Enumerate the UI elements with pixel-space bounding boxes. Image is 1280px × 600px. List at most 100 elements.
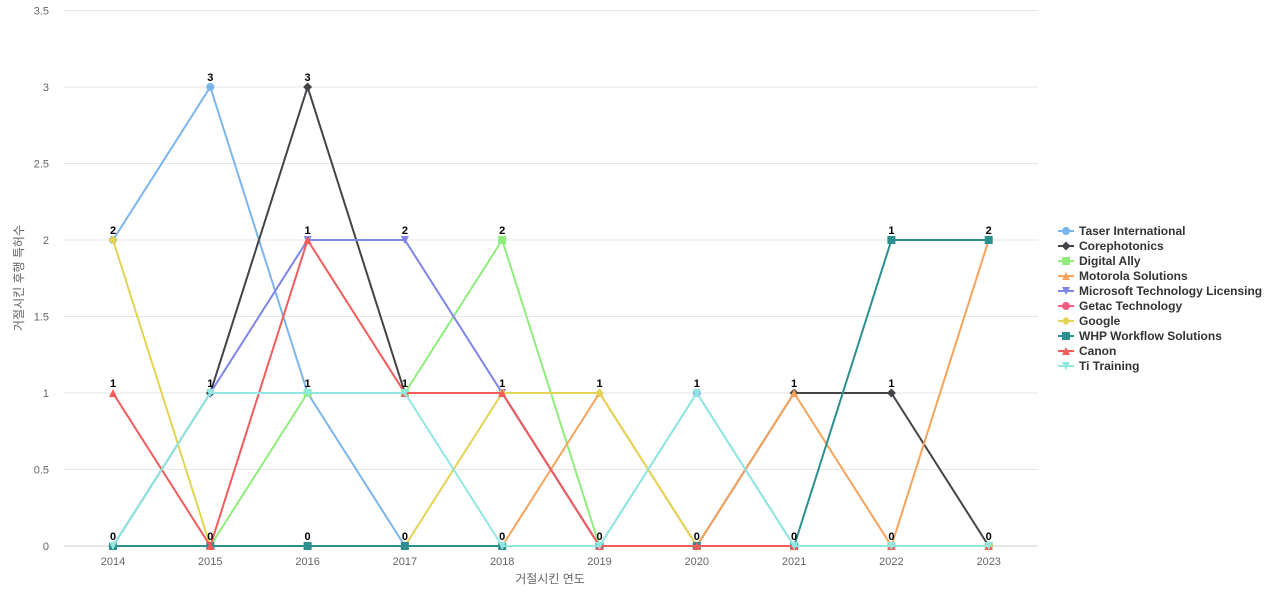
data-point xyxy=(595,388,604,398)
y-tick-label: 0.5 xyxy=(34,465,49,477)
x-tick-label: 2020 xyxy=(685,556,709,568)
legend-item[interactable]: Corephotonics xyxy=(1058,239,1164,253)
legend-label: Google xyxy=(1079,314,1121,328)
data-point xyxy=(206,83,215,91)
legend-label: Motorola Solutions xyxy=(1079,269,1188,283)
legend-item[interactable]: Google xyxy=(1058,314,1121,328)
data-label: 1 xyxy=(402,378,408,390)
series-ti-training xyxy=(109,389,993,550)
data-point xyxy=(109,542,117,550)
y-tick-label: 2 xyxy=(43,235,49,247)
legend-item[interactable]: Microsoft Technology Licensing xyxy=(1058,284,1262,298)
data-point xyxy=(887,542,896,550)
data-point xyxy=(108,235,118,245)
legend-item[interactable]: Canon xyxy=(1058,344,1116,358)
y-tick-label: 0 xyxy=(43,541,49,553)
data-label: 0 xyxy=(694,531,700,543)
legend-item[interactable]: WHP Workflow Solutions xyxy=(1058,329,1222,343)
x-axis-ticks: 2014 2015 2016 2017 2018 2019 2020 2021 2022 2023 xyxy=(101,556,1001,568)
series-line xyxy=(112,392,989,547)
data-point xyxy=(303,542,312,550)
data-label: 1 xyxy=(791,378,797,390)
data-label: 0 xyxy=(791,531,797,543)
legend-item[interactable]: Motorola Solutions xyxy=(1058,269,1188,283)
data-point xyxy=(790,542,799,550)
data-label: 1 xyxy=(207,378,213,390)
data-point xyxy=(109,389,117,397)
data-point xyxy=(303,389,312,397)
legend-item[interactable]: Getac Technology xyxy=(1058,299,1182,313)
legend-marker-icon xyxy=(1062,227,1070,235)
data-label: 0 xyxy=(305,531,311,543)
legend-label: Getac Technology xyxy=(1079,299,1182,313)
x-tick-label: 2017 xyxy=(393,556,417,568)
legend-item[interactable]: Ti Training xyxy=(1058,359,1139,373)
legend-marker-icon xyxy=(1061,241,1071,251)
data-point xyxy=(595,542,604,550)
legend-label: Ti Training xyxy=(1079,359,1139,373)
legend-label: Corephotonics xyxy=(1079,239,1164,253)
data-label: 0 xyxy=(207,531,213,543)
data-point xyxy=(692,389,701,397)
legend-marker-icon xyxy=(1062,362,1070,370)
data-label: 1 xyxy=(499,378,505,390)
data-point xyxy=(206,389,215,397)
legend-marker-icon xyxy=(1061,316,1071,326)
legend-marker-icon xyxy=(1062,332,1070,340)
data-label: 3 xyxy=(207,72,213,84)
x-tick-label: 2015 xyxy=(198,556,222,568)
data-point xyxy=(886,388,896,398)
data-label: 1 xyxy=(110,378,116,390)
y-axis-title: 거절시킨 후행 특허수 xyxy=(11,225,26,331)
data-point xyxy=(984,236,993,244)
data-label: 2 xyxy=(402,225,408,237)
data-label: 0 xyxy=(888,531,894,543)
y-tick-label: 3.5 xyxy=(34,6,49,18)
data-point xyxy=(790,389,799,397)
x-tick-label: 2018 xyxy=(490,556,514,568)
data-label: 2 xyxy=(986,225,992,237)
data-label: 1 xyxy=(305,378,311,390)
series-lines xyxy=(108,82,994,551)
legend-marker-icon xyxy=(1062,287,1070,295)
legend-label: Taser International xyxy=(1079,224,1185,238)
data-point xyxy=(400,236,409,244)
data-point xyxy=(400,389,409,397)
legend-label: WHP Workflow Solutions xyxy=(1079,329,1222,343)
data-point xyxy=(206,542,215,550)
data-label: 0 xyxy=(596,531,602,543)
data-label: 0 xyxy=(986,531,992,543)
data-label: 1 xyxy=(888,378,894,390)
data-point xyxy=(887,236,896,244)
legend-item[interactable]: Digital Ally xyxy=(1058,254,1141,268)
data-point xyxy=(984,542,993,550)
x-tick-label: 2022 xyxy=(879,556,903,568)
y-tick-label: 3 xyxy=(43,82,49,94)
data-label: 1 xyxy=(305,225,311,237)
x-axis-title: 거절시킨 연도 xyxy=(515,572,585,586)
legend-item[interactable]: Taser International xyxy=(1058,224,1185,238)
data-label: 2 xyxy=(110,225,116,237)
x-tick-label: 2021 xyxy=(782,556,806,568)
data-label: 1 xyxy=(596,378,602,390)
legend-label: Canon xyxy=(1079,344,1116,358)
data-point xyxy=(498,389,507,397)
data-point xyxy=(498,236,507,244)
data-label: 1 xyxy=(888,225,894,237)
legend-label: Digital Ally xyxy=(1079,254,1141,268)
legend-label: Microsoft Technology Licensing xyxy=(1079,284,1262,298)
data-label: 1 xyxy=(694,378,700,390)
data-point xyxy=(498,542,507,550)
legend-marker-icon xyxy=(1062,257,1070,265)
data-point xyxy=(303,82,313,92)
data-point xyxy=(692,542,701,550)
data-label: 2 xyxy=(499,225,505,237)
data-label: 0 xyxy=(402,531,408,543)
y-axis-ticks: 0 0.5 1 1.5 2 2.5 3 3.5 xyxy=(34,6,49,554)
x-tick-label: 2023 xyxy=(976,556,1000,568)
x-tick-label: 2016 xyxy=(295,556,319,568)
data-point xyxy=(303,236,312,244)
y-tick-label: 1 xyxy=(43,388,49,400)
legend-marker-icon xyxy=(1062,272,1070,280)
